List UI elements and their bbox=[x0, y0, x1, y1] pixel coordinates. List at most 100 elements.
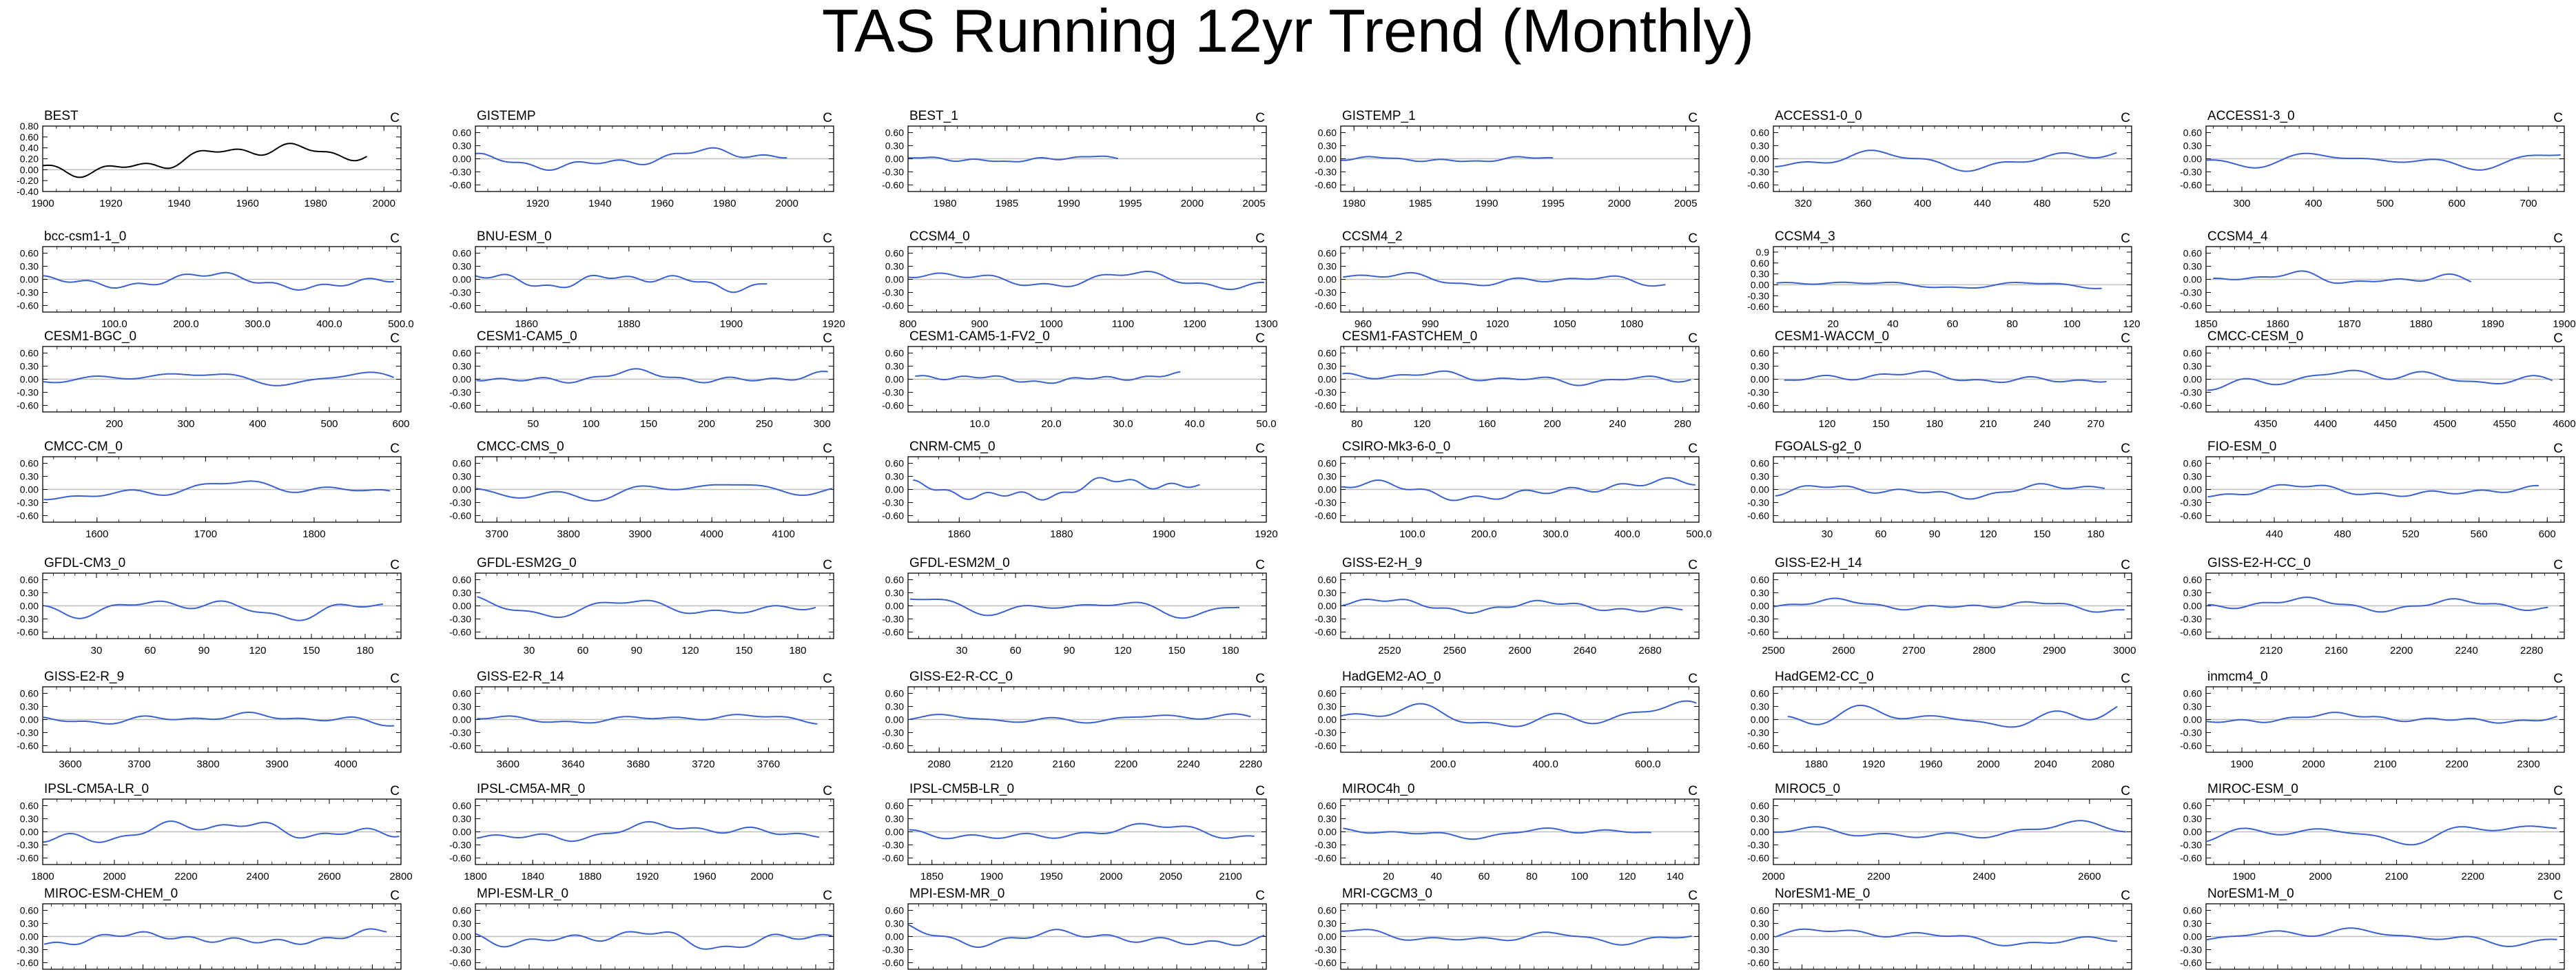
y-tick-label: 0.00 bbox=[1318, 274, 1337, 285]
y-tick-label: 0.00 bbox=[2183, 601, 2202, 612]
x-tick-label: 2100 bbox=[2385, 871, 2408, 882]
y-tick-label: -0.30 bbox=[1747, 497, 1769, 508]
x-tick-label: 1020 bbox=[1486, 318, 1509, 330]
y-tick-label: 0.60 bbox=[20, 688, 39, 699]
panel-title: CMCC-CMS_0 bbox=[477, 440, 564, 454]
panel-title: MIROC4h_0 bbox=[1342, 782, 1415, 796]
y-tick-label: 0.60 bbox=[1751, 575, 1769, 586]
x-tick-label: 400 bbox=[2305, 198, 2322, 209]
y-tick-label: -0.60 bbox=[882, 300, 904, 311]
y-tick-label: -0.30 bbox=[449, 614, 471, 625]
y-tick-label: 0.00 bbox=[1318, 154, 1337, 165]
y-tick-label: 0.00 bbox=[20, 374, 39, 385]
plot-frame bbox=[1773, 246, 2132, 313]
y-tick-label: 0.00 bbox=[2183, 274, 2202, 285]
x-tick-label: 120 bbox=[1618, 871, 1636, 882]
y-tick-label: 0.30 bbox=[20, 361, 39, 372]
series-line bbox=[908, 155, 1118, 163]
series-line bbox=[2213, 270, 2472, 285]
x-tick-label: 4450 bbox=[2373, 418, 2396, 430]
y-tick-label: 0.30 bbox=[2183, 261, 2202, 272]
unit-label: C bbox=[1688, 331, 1698, 346]
series-line bbox=[1343, 827, 1651, 840]
series-line bbox=[1787, 705, 2118, 728]
y-tick-label: 0.60 bbox=[453, 575, 471, 586]
unit-label: C bbox=[390, 558, 400, 572]
y-tick-label: -0.30 bbox=[1747, 614, 1769, 625]
y-tick-label: 0.30 bbox=[2183, 918, 2202, 929]
panel-ccsm4-3: CCSM4_3 C 0.90.600.300.00-0.30-0.60 20 40 60 8… bbox=[1747, 229, 2140, 330]
y-tick-label: -0.30 bbox=[1315, 287, 1337, 298]
unit-label: C bbox=[390, 672, 400, 686]
panel-gistemp-1: GISTEMP_1 C 0.60 0.30 0.00 -0.30 -0.60 1980 1985… bbox=[1315, 109, 1700, 209]
panel-cesm1-bgc-0: CESM1-BGC_0 C 0.60 0.30 0.00 -0.30 -0.60 200 300… bbox=[17, 329, 409, 430]
x-tick-label: 50 bbox=[528, 418, 539, 430]
unit-label: C bbox=[823, 558, 832, 572]
plot-frame bbox=[1340, 903, 1700, 970]
unit-label: C bbox=[2121, 231, 2130, 246]
plot-frame bbox=[42, 572, 402, 639]
panel-cesm1-waccm-0: CESM1-WACCM_0 C 0.60 0.30 0.00 -0.30 -0.60 120 1… bbox=[1747, 329, 2132, 430]
y-tick-label: 0.30 bbox=[453, 588, 471, 599]
y-tick-label: -0.30 bbox=[2180, 387, 2202, 398]
x-tick-label: 120 bbox=[681, 645, 699, 656]
y-tick-label: -0.60 bbox=[1747, 510, 1769, 521]
y-tick-label: -0.30 bbox=[17, 944, 39, 955]
x-tick-label: 40 bbox=[1887, 318, 1899, 330]
y-tick-label: 0.00 bbox=[1751, 154, 1769, 165]
x-tick-label: 480 bbox=[2033, 198, 2050, 209]
y-tick-label: 0.60 bbox=[885, 905, 904, 916]
panel-title: GFDL-CM3_0 bbox=[44, 556, 125, 570]
x-tick-label: 200 bbox=[1544, 418, 1561, 430]
x-tick-label: 2640 bbox=[1574, 645, 1596, 656]
x-tick-label: 1900 bbox=[2553, 318, 2575, 330]
y-tick-label: -0.60 bbox=[1747, 301, 1769, 312]
x-tick-label: 1850 bbox=[920, 871, 943, 882]
unit-label: C bbox=[390, 331, 400, 346]
unit-label: C bbox=[823, 442, 832, 456]
unit-label: C bbox=[2121, 784, 2130, 798]
unit-label: C bbox=[1688, 889, 1698, 903]
x-tick-label: 2005 bbox=[1242, 198, 1265, 209]
unit-label: C bbox=[1688, 558, 1698, 572]
panel-title: MIROC5_0 bbox=[1775, 782, 1840, 796]
y-tick-label: -0.60 bbox=[17, 741, 39, 752]
x-tick-label: 500.0 bbox=[388, 318, 414, 330]
y-tick-label: -0.30 bbox=[882, 840, 904, 851]
x-tick-label: 90 bbox=[631, 645, 643, 656]
plot-frame bbox=[907, 798, 1267, 865]
x-tick-label: 90 bbox=[1064, 645, 1075, 656]
y-tick-label: 0.00 bbox=[20, 827, 39, 838]
panel-cesm1-fastchem-0: CESM1-FASTCHEM_0 C 0.60 0.30 0.00 -0.30 -0.60 8… bbox=[1315, 329, 1700, 430]
y-tick-label: 0.00 bbox=[1751, 484, 1769, 495]
y-tick-label: -0.60 bbox=[449, 853, 471, 864]
panel-gfdl-esm2g-0: GFDL-ESM2G_0 C 0.60 0.30 0.00 -0.30 -0.60 30 60 9… bbox=[449, 556, 834, 656]
x-tick-label: 1600 bbox=[85, 528, 108, 540]
y-tick-label: 0.60 bbox=[1318, 575, 1337, 586]
panel-bnu-esm-0: BNU-ESM_0 C 0.60 0.30 0.00 -0.30 -0.60 1860 1880… bbox=[449, 229, 845, 330]
y-tick-label: 0.60 bbox=[1751, 258, 1769, 269]
y-tick-label: 0.00 bbox=[2183, 484, 2202, 495]
y-tick-label: 0.60 bbox=[885, 575, 904, 586]
unit-label: C bbox=[2553, 111, 2563, 125]
y-tick-label: -0.30 bbox=[882, 727, 904, 738]
y-tick-label: 0.00 bbox=[1751, 601, 1769, 612]
y-tick-label: 0.60 bbox=[20, 575, 39, 586]
y-tick-label: -0.30 bbox=[1747, 387, 1769, 398]
panel-cnrm-cm5-0: CNRM-CM5_0 C 0.60 0.30 0.00 -0.30 -0.60 1860 188… bbox=[882, 440, 1278, 540]
y-tick-label: 0.30 bbox=[2183, 588, 2202, 599]
y-tick-label: -0.30 bbox=[449, 727, 471, 738]
x-tick-label: 440 bbox=[2266, 528, 2283, 540]
x-tick-label: 1980 bbox=[1343, 198, 1366, 209]
x-tick-label: 1900 bbox=[2233, 871, 2256, 882]
y-tick-label: 0.00 bbox=[1318, 601, 1337, 612]
panel-title: GISS-E2-H_14 bbox=[1775, 556, 1862, 570]
y-tick-label: 0.60 bbox=[1318, 800, 1337, 811]
y-tick-label: -0.60 bbox=[449, 627, 471, 638]
x-tick-label: 1880 bbox=[2409, 318, 2432, 330]
x-tick-label: 1800 bbox=[464, 871, 486, 882]
series-line bbox=[2207, 369, 2553, 391]
y-tick-label: 0.60 bbox=[885, 458, 904, 469]
panel-miroc-esm-0: MIROC-ESM_0 C 0.60 0.30 0.00 -0.30 -0.60 1900 20… bbox=[2180, 782, 2565, 882]
x-tick-label: 300 bbox=[2233, 198, 2250, 209]
